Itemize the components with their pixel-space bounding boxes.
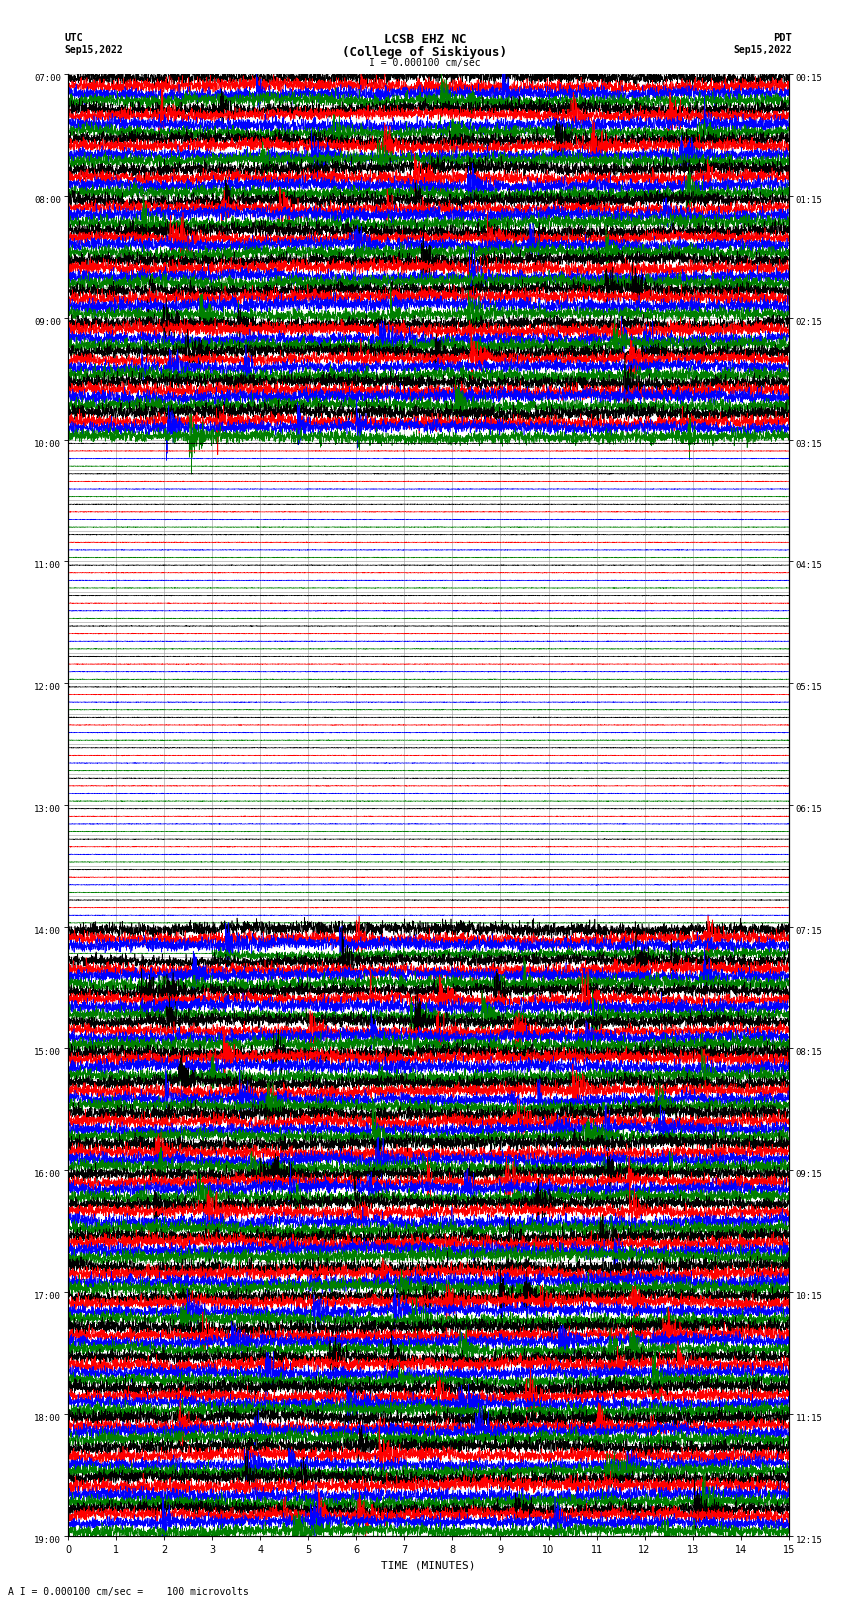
Text: Sep15,2022: Sep15,2022: [65, 45, 123, 55]
Text: (College of Siskiyous): (College of Siskiyous): [343, 45, 507, 60]
Text: A I = 0.000100 cm/sec =    100 microvolts: A I = 0.000100 cm/sec = 100 microvolts: [8, 1587, 249, 1597]
Text: Sep15,2022: Sep15,2022: [734, 45, 792, 55]
X-axis label: TIME (MINUTES): TIME (MINUTES): [381, 1560, 476, 1569]
Text: LCSB EHZ NC: LCSB EHZ NC: [383, 32, 467, 47]
Text: I = 0.000100 cm/sec: I = 0.000100 cm/sec: [369, 58, 481, 68]
Text: PDT: PDT: [774, 32, 792, 44]
Text: UTC: UTC: [65, 32, 83, 44]
